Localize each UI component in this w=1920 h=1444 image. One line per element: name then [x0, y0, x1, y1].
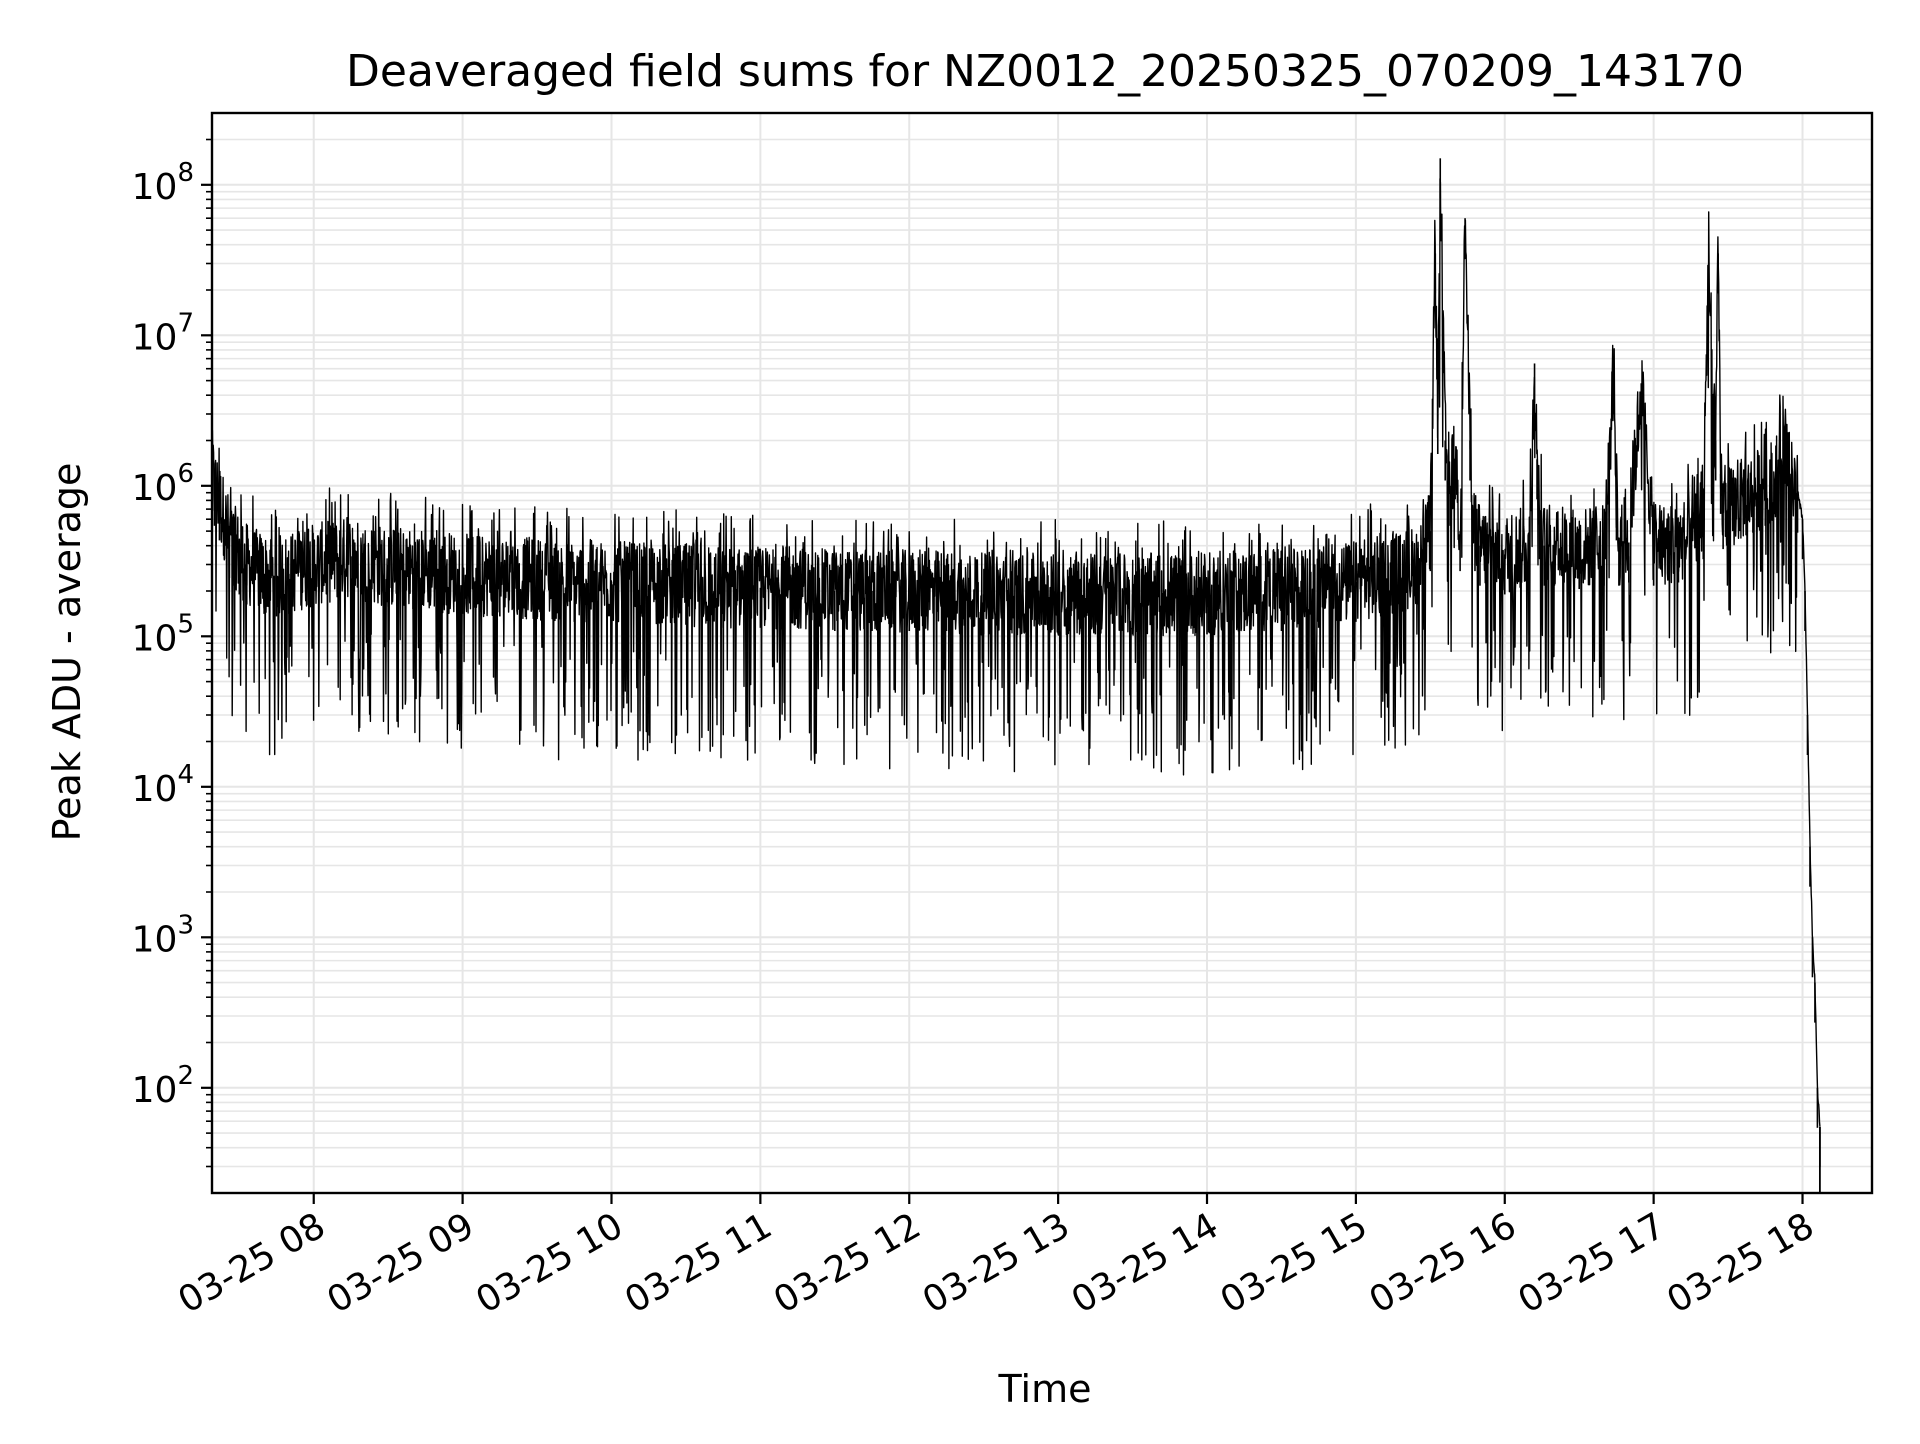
y-tick-label: 108 — [132, 158, 194, 208]
x-axis-label: Time — [998, 1367, 1092, 1411]
x-tick-label: 03-25 14 — [1065, 1205, 1226, 1321]
y-tick-label: 105 — [132, 609, 194, 659]
x-tick-label: 03-25 08 — [172, 1205, 333, 1321]
grid-layer — [212, 113, 1872, 1193]
x-tick-label: 03-25 13 — [916, 1205, 1077, 1321]
y-tick-label: 107 — [132, 308, 194, 358]
x-tick-label: 03-25 18 — [1660, 1205, 1821, 1321]
y-tick-label: 102 — [132, 1061, 194, 1111]
x-tick-label: 03-25 11 — [618, 1205, 779, 1321]
chart-title: Deaveraged field sums for NZ0012_2025032… — [346, 46, 1744, 97]
plot-area-frame — [210, 111, 1874, 1195]
series-layer — [211, 158, 1821, 1193]
y-tick-label: 104 — [132, 760, 194, 810]
x-tick-label: 03-25 15 — [1214, 1205, 1375, 1321]
x-tick-label: 03-25 16 — [1363, 1205, 1524, 1321]
x-tick-label: 03-25 10 — [469, 1205, 630, 1321]
y-tick-label: 106 — [132, 459, 194, 509]
x-tick-label: 03-25 09 — [320, 1205, 481, 1321]
y-axis-label: Peak ADU - average — [45, 463, 89, 842]
y-tick-label: 103 — [132, 910, 194, 960]
x-tick-label: 03-25 12 — [767, 1205, 928, 1321]
x-tick-label: 03-25 17 — [1511, 1205, 1672, 1321]
series-noise-line — [211, 178, 1821, 1127]
